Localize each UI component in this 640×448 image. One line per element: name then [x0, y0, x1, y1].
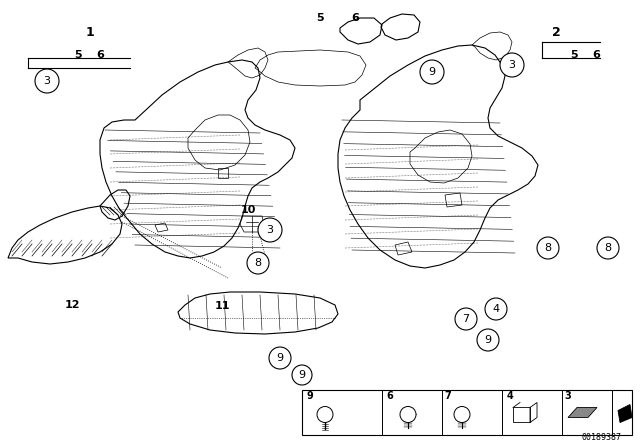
- Circle shape: [454, 406, 470, 422]
- Circle shape: [420, 60, 444, 84]
- Circle shape: [247, 252, 269, 274]
- Text: 2: 2: [552, 26, 561, 39]
- Circle shape: [400, 406, 416, 422]
- Circle shape: [537, 237, 559, 259]
- Text: 10: 10: [240, 205, 256, 215]
- Text: 4: 4: [492, 304, 500, 314]
- Text: 11: 11: [214, 301, 230, 311]
- Text: 9: 9: [307, 391, 314, 401]
- Text: 12: 12: [64, 300, 80, 310]
- Text: 1: 1: [86, 26, 94, 39]
- Circle shape: [35, 69, 59, 93]
- Circle shape: [485, 298, 507, 320]
- Text: 6: 6: [592, 50, 600, 60]
- Polygon shape: [618, 405, 632, 422]
- Circle shape: [500, 53, 524, 77]
- Circle shape: [597, 237, 619, 259]
- Circle shape: [292, 365, 312, 385]
- Circle shape: [269, 347, 291, 369]
- Text: 5: 5: [316, 13, 324, 23]
- Text: 5: 5: [74, 50, 82, 60]
- Circle shape: [477, 329, 499, 351]
- Text: 9: 9: [484, 335, 492, 345]
- Text: 3: 3: [564, 391, 572, 401]
- Text: 7: 7: [445, 391, 451, 401]
- Text: 9: 9: [428, 67, 436, 77]
- Circle shape: [258, 218, 282, 242]
- Text: 7: 7: [463, 314, 470, 324]
- Text: 4: 4: [507, 391, 513, 401]
- Text: 8: 8: [545, 243, 552, 253]
- Text: 00189387: 00189387: [582, 433, 622, 442]
- Circle shape: [317, 406, 333, 422]
- Text: 6: 6: [96, 50, 104, 60]
- Text: 8: 8: [255, 258, 262, 268]
- Text: 9: 9: [298, 370, 305, 380]
- Text: 8: 8: [604, 243, 612, 253]
- Text: 6: 6: [387, 391, 394, 401]
- Circle shape: [455, 308, 477, 330]
- Text: 3: 3: [509, 60, 515, 70]
- Polygon shape: [568, 408, 597, 418]
- Text: 3: 3: [44, 76, 51, 86]
- Text: 6: 6: [351, 13, 359, 23]
- Text: 5: 5: [570, 50, 578, 60]
- Text: 9: 9: [276, 353, 284, 363]
- Text: 3: 3: [266, 225, 273, 235]
